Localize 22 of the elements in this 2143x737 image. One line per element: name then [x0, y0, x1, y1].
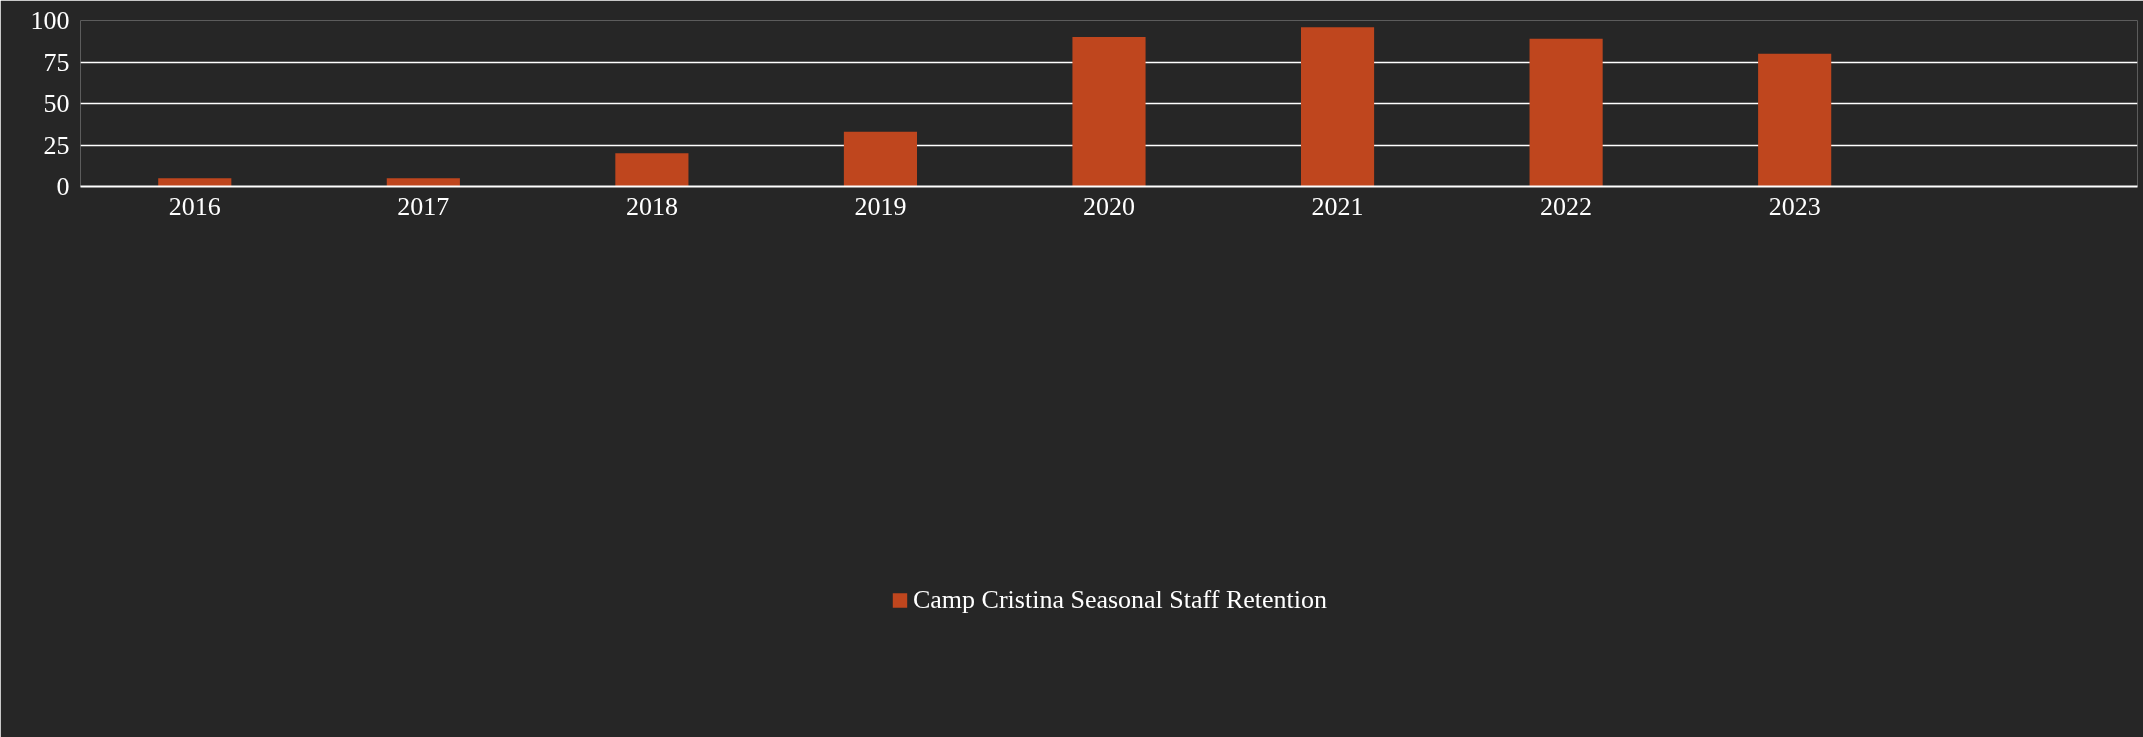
y-tick-label: 0 — [56, 172, 70, 201]
x-tick-label: 2018 — [625, 191, 678, 221]
x-tick-label: 2019 — [854, 191, 907, 221]
bar — [1529, 38, 1603, 187]
y-tick-label: 25 — [43, 130, 70, 160]
x-tick-label: 2023 — [1768, 191, 1821, 221]
bar — [386, 178, 460, 187]
x-tick-label: 2017 — [397, 191, 450, 221]
x-tick-label: 2016 — [168, 191, 221, 221]
legend-label: Camp Cristina Seasonal Staff Retention — [912, 584, 1328, 615]
bar — [843, 131, 918, 187]
bar — [1072, 37, 1146, 187]
bar — [1758, 53, 1832, 187]
bar — [158, 178, 232, 187]
y-tick-label: 100 — [30, 6, 70, 35]
y-tick-label: 75 — [43, 47, 70, 77]
x-tick-label: 2020 — [1083, 191, 1135, 221]
x-tick-label: 2022 — [1540, 191, 1593, 221]
bar — [1300, 27, 1375, 187]
y-tick-label: 50 — [43, 89, 70, 118]
x-tick-label: 2021 — [1311, 191, 1364, 221]
bar — [615, 153, 689, 187]
